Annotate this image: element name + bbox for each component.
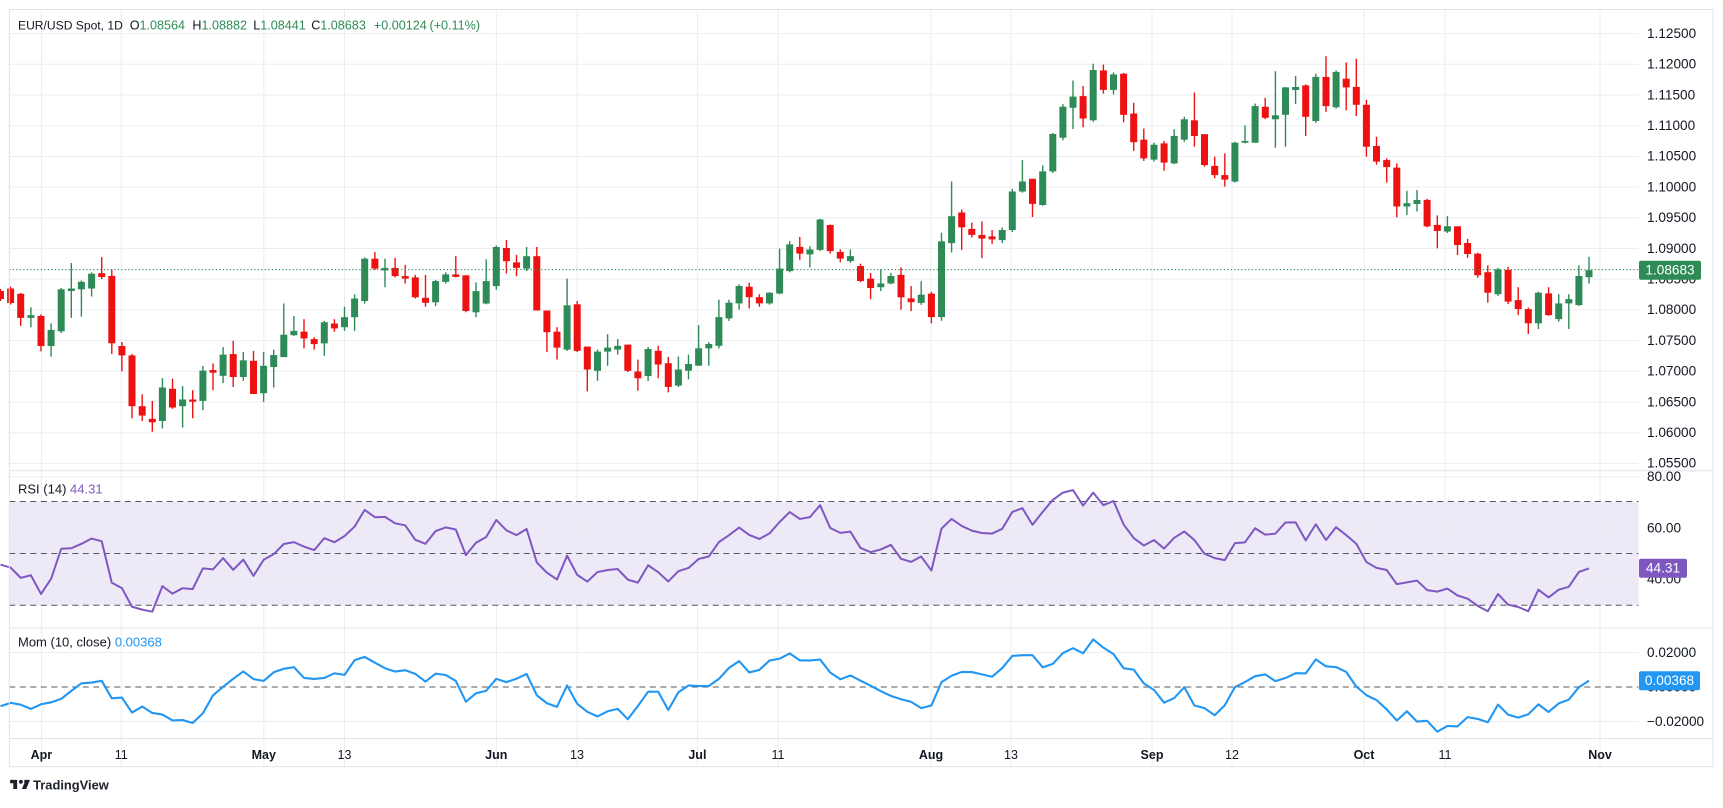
svg-text:1.05500: 1.05500: [1647, 456, 1697, 471]
svg-text:RSI (14) 44.31: RSI (14) 44.31: [18, 482, 103, 497]
svg-text:1.09000: 1.09000: [1647, 241, 1697, 256]
svg-text:0.00368: 0.00368: [1645, 673, 1694, 688]
svg-text:0.02000: 0.02000: [1647, 645, 1697, 660]
svg-text:13: 13: [338, 748, 352, 762]
svg-text:1.06000: 1.06000: [1647, 425, 1697, 440]
svg-text:(+0.11%): (+0.11%): [430, 19, 481, 33]
svg-text:Oct: Oct: [1354, 748, 1376, 762]
svg-text:EUR/USD Spot, 1D: EUR/USD Spot, 1D: [18, 19, 123, 33]
svg-text:1.08683: 1.08683: [1645, 263, 1694, 278]
svg-text:60.00: 60.00: [1647, 520, 1681, 535]
svg-text:C1.08683: C1.08683: [311, 19, 366, 33]
svg-text:Sep: Sep: [1141, 748, 1164, 762]
svg-text:1.08000: 1.08000: [1647, 302, 1697, 317]
svg-text:1.07500: 1.07500: [1647, 333, 1697, 348]
svg-text:H1.08882: H1.08882: [192, 19, 247, 33]
svg-text:1.06500: 1.06500: [1647, 394, 1697, 409]
svg-text:L1.08441: L1.08441: [253, 19, 306, 33]
svg-text:1.10500: 1.10500: [1647, 149, 1697, 164]
svg-text:1.10000: 1.10000: [1647, 179, 1697, 194]
svg-text:1.11000: 1.11000: [1647, 118, 1696, 133]
svg-text:11: 11: [772, 748, 785, 762]
svg-text:1.09500: 1.09500: [1647, 210, 1697, 225]
svg-text:1.12000: 1.12000: [1647, 57, 1697, 72]
svg-text:Mom (10, close) 0.00368: Mom (10, close) 0.00368: [18, 635, 162, 650]
svg-text:TradingView: TradingView: [33, 778, 110, 793]
svg-text:44.31: 44.31: [1646, 561, 1680, 576]
svg-text:May: May: [252, 748, 276, 762]
svg-text:1.11500: 1.11500: [1647, 87, 1696, 102]
svg-text:−0.02000: −0.02000: [1647, 714, 1705, 729]
svg-text:Aug: Aug: [919, 748, 943, 762]
svg-text:O1.08564: O1.08564: [130, 19, 185, 33]
svg-text:80.00: 80.00: [1647, 469, 1681, 484]
svg-text:11: 11: [1439, 748, 1452, 762]
svg-text:1.07000: 1.07000: [1647, 364, 1697, 379]
svg-text:13: 13: [570, 748, 584, 762]
svg-text:1.12500: 1.12500: [1647, 26, 1697, 41]
svg-text:Jun: Jun: [485, 748, 507, 762]
svg-text:Jul: Jul: [688, 748, 706, 762]
svg-text:12: 12: [1225, 748, 1239, 762]
svg-text:+0.00124: +0.00124: [374, 19, 427, 33]
svg-text:11: 11: [115, 748, 128, 762]
svg-text:Nov: Nov: [1588, 748, 1612, 762]
svg-text:Apr: Apr: [31, 748, 53, 762]
svg-text:13: 13: [1004, 748, 1018, 762]
